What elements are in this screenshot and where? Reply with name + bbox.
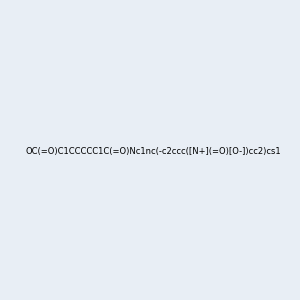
Text: OC(=O)C1CCCCC1C(=O)Nc1nc(-c2ccc([N+](=O)[O-])cc2)cs1: OC(=O)C1CCCCC1C(=O)Nc1nc(-c2ccc([N+](=O)… [26,147,282,156]
